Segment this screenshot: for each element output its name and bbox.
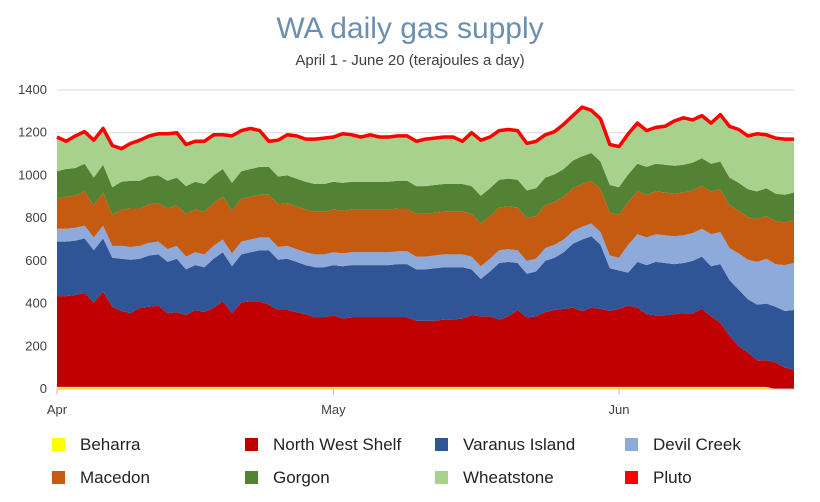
chart-title: WA daily gas supply [276,12,544,45]
legend-swatch [435,438,448,451]
legend-swatch [435,471,448,484]
area-series-6 [57,107,794,196]
legend-swatch [625,438,638,451]
legend-label: Pluto [653,468,692,487]
y-tick-label: 200 [25,338,47,353]
y-tick-label: 600 [25,253,47,268]
legend-swatch [52,471,65,484]
stacked-areas [56,105,794,389]
pluto-series-line [56,105,794,151]
legend-label: Varanus Island [463,435,575,454]
area-series-4 [57,180,794,267]
area-series-1 [57,291,794,389]
legend-swatch [625,471,638,484]
x-tick-label: May [321,402,346,417]
legend-swatch [52,438,65,451]
x-tick-label: Apr [47,402,68,417]
area-series-0 [57,386,794,389]
y-tick-label: 1000 [18,167,47,182]
legend-swatch [245,471,258,484]
x-tick-label: Jun [608,402,629,417]
area-series-2 [57,236,794,370]
legend: Beharra North West Shelf Varanus Island Dev… [52,435,741,487]
legend-swatch [245,438,258,451]
axes: 0 200 400 600 800 1000 1200 1400 Apr May Jun [18,82,794,417]
legend-label: Gorgon [273,468,330,487]
legend-label: Wheatstone [463,468,554,487]
legend-label: Beharra [80,435,141,454]
chart-subtitle: April 1 - June 20 (terajoules a day) [295,52,525,69]
y-tick-label: 800 [25,210,47,225]
y-tick-label: 0 [40,381,47,396]
legend-label: Devil Creek [653,435,741,454]
area-series-5 [57,153,794,224]
legend-label: Macedon [80,468,150,487]
y-tick-label: 400 [25,296,47,311]
area-series-3 [57,223,794,311]
y-tick-label: 1400 [18,82,47,97]
y-tick-label: 1200 [18,125,47,140]
legend-label: North West Shelf [273,435,401,454]
